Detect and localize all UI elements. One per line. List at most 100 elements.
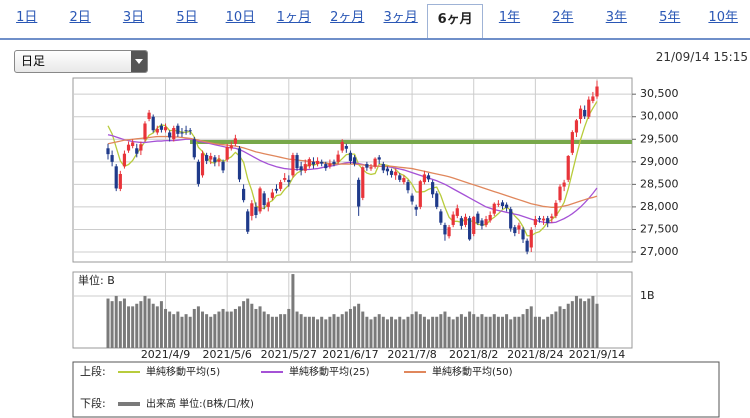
candle-body xyxy=(180,132,184,134)
volume-bar xyxy=(283,314,287,348)
x-tick-label: 2021/9/14 xyxy=(569,348,625,361)
volume-bar xyxy=(254,308,258,348)
candle-body xyxy=(546,218,550,224)
period-tab[interactable]: 1年 xyxy=(498,10,521,25)
period-tab[interactable]: 2日 xyxy=(69,10,91,25)
candle-body xyxy=(402,178,406,183)
period-tab[interactable]: 1ヶ月 xyxy=(276,10,311,25)
candle-body xyxy=(131,142,135,147)
candle-body xyxy=(525,240,529,252)
candle-body xyxy=(472,216,476,234)
volume-bar xyxy=(201,311,205,348)
volume-bar xyxy=(373,316,377,348)
x-tick-label: 2021/7/8 xyxy=(387,348,436,361)
period-tab[interactable]: 10日 xyxy=(225,10,256,25)
volume-bar xyxy=(361,311,365,348)
volume-bar xyxy=(431,316,435,348)
candle-body xyxy=(295,155,299,169)
candle-body xyxy=(418,181,422,207)
period-tab[interactable]: 1日 xyxy=(16,10,38,25)
volume-bar xyxy=(242,301,246,348)
period-tab[interactable]: 10年 xyxy=(708,10,738,25)
period-tab[interactable]: 2ヶ月 xyxy=(330,10,365,25)
volume-bar xyxy=(468,311,472,348)
candle-body xyxy=(463,216,468,225)
candle-body xyxy=(381,164,385,171)
period-tab[interactable]: 5年 xyxy=(659,10,681,25)
candle-body xyxy=(578,108,583,119)
candle-body xyxy=(492,203,496,214)
candle-body xyxy=(122,153,127,167)
x-tick-label: 2021/5/27 xyxy=(261,348,317,361)
interval-dropdown[interactable]: 日足 xyxy=(14,50,148,73)
volume-bar xyxy=(398,316,402,348)
period-tab[interactable]: 6ヶ月 xyxy=(427,4,483,38)
candle-body xyxy=(431,182,435,195)
period-tab[interactable]: 2年 xyxy=(552,10,574,25)
candle-body xyxy=(311,161,316,165)
volume-bar xyxy=(262,311,266,348)
period-tab[interactable]: 3年 xyxy=(605,10,627,25)
volume-bar xyxy=(258,306,262,348)
candle-body xyxy=(217,159,221,162)
volume-bar xyxy=(106,298,110,348)
volume-bar xyxy=(529,306,533,348)
candle-body xyxy=(291,155,295,176)
candle-body xyxy=(361,167,365,198)
candle-body xyxy=(513,227,517,234)
volume-bar xyxy=(377,314,381,348)
volume-bar xyxy=(390,316,394,348)
volume-bar xyxy=(209,316,213,348)
candle-body xyxy=(443,224,447,235)
volume-bar xyxy=(509,319,513,348)
volume-bar xyxy=(139,301,143,348)
candle-body xyxy=(118,173,122,189)
candle-body xyxy=(287,179,291,183)
dropdown-arrow[interactable] xyxy=(131,51,147,72)
volume-bar xyxy=(591,295,595,348)
candle-body xyxy=(307,159,311,167)
candle-body xyxy=(468,218,472,240)
volume-bar xyxy=(135,303,139,348)
candle-body xyxy=(484,219,488,225)
candle-body xyxy=(562,182,566,187)
volume-bar xyxy=(369,319,373,348)
volume-bar xyxy=(525,308,529,348)
candle-body xyxy=(533,219,537,225)
y-tick-label: 30,000 xyxy=(640,110,679,123)
volume-bar xyxy=(579,298,583,348)
x-tick-label: 2021/4/9 xyxy=(141,348,190,361)
candle-body xyxy=(192,139,196,158)
volume-bar xyxy=(496,316,500,348)
candle-body xyxy=(385,168,390,172)
candle-body xyxy=(229,145,233,149)
candle-body xyxy=(447,227,451,237)
volume-bar xyxy=(114,295,118,348)
candle-body xyxy=(188,130,192,132)
volume-bar xyxy=(266,314,270,348)
volume-bar xyxy=(184,314,188,348)
price-panel xyxy=(72,77,633,263)
candle-body xyxy=(566,155,570,180)
volume-bar xyxy=(394,319,398,348)
candle-body xyxy=(258,188,262,212)
volume-bar xyxy=(299,314,303,348)
candle-body xyxy=(262,193,266,206)
period-tab[interactable]: 3ヶ月 xyxy=(383,10,418,25)
volume-bar xyxy=(274,316,278,348)
volume-bar xyxy=(151,303,155,348)
volume-bar xyxy=(291,274,295,348)
volume-bar xyxy=(464,316,468,348)
volume-bar xyxy=(131,306,135,348)
candle-body xyxy=(332,161,336,165)
volume-bar xyxy=(521,314,525,348)
period-tab[interactable]: 5日 xyxy=(176,10,198,25)
volume-bar xyxy=(513,316,517,348)
candle-body xyxy=(340,141,344,151)
volume-bar xyxy=(295,311,299,348)
period-tab[interactable]: 3日 xyxy=(122,10,145,25)
candle-body xyxy=(106,148,110,155)
candle-body xyxy=(394,171,398,176)
volume-tick-label: 1B xyxy=(640,289,655,302)
